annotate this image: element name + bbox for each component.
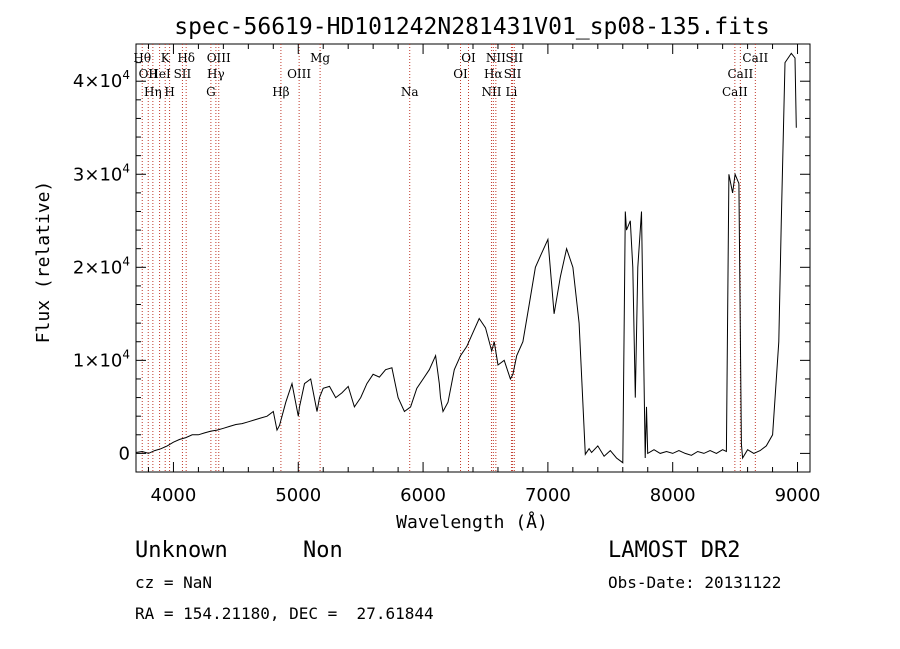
line-label: Hα bbox=[484, 67, 503, 81]
x-tick-label: 9000 bbox=[775, 485, 821, 506]
line-label: NII bbox=[481, 85, 501, 99]
line-label: Hγ bbox=[207, 67, 225, 81]
y-axis-label: Flux (relative) bbox=[33, 181, 54, 344]
line-label: H bbox=[164, 85, 174, 99]
y-tick-label: 3×104 bbox=[73, 161, 130, 185]
y-tick-label: 1×104 bbox=[73, 347, 130, 371]
spectral-line-markers bbox=[141, 44, 756, 472]
y-tick-label: 2×104 bbox=[73, 254, 130, 278]
line-label: G bbox=[206, 85, 216, 99]
line-label: CaII bbox=[727, 67, 753, 81]
object-subclass: Non bbox=[303, 538, 343, 563]
spectrum-chart: spec-56619-HD101242N281431V01_sp08-135.f… bbox=[33, 14, 821, 533]
line-label: OIII bbox=[287, 67, 311, 81]
spectrum-line bbox=[135, 52, 797, 464]
line-label: NII bbox=[486, 51, 506, 65]
line-label: Li bbox=[506, 85, 518, 99]
redshift-cz: cz = NaN bbox=[135, 573, 213, 592]
x-tick-label: 7000 bbox=[525, 485, 571, 506]
spectral-line-labels: HθOIIHηHeIKHSIIHδGHγOIIIHβOIIIMgNaOIOINI… bbox=[133, 51, 768, 99]
line-label: Hδ bbox=[177, 51, 195, 65]
line-label: CaII bbox=[722, 85, 748, 99]
object-class: Unknown bbox=[135, 538, 228, 563]
y-tick-label: 4×104 bbox=[73, 68, 130, 92]
line-label: CaII bbox=[742, 51, 768, 65]
line-label: Hβ bbox=[272, 85, 289, 99]
line-label: Hη bbox=[144, 85, 162, 99]
x-axis-label: Wavelength (Å) bbox=[396, 511, 548, 533]
line-label: OII bbox=[139, 67, 159, 81]
y-tick-label: 0 bbox=[119, 443, 130, 464]
survey-name: LAMOST DR2 bbox=[608, 538, 741, 563]
line-label: OI bbox=[453, 67, 468, 81]
line-label: Na bbox=[401, 85, 419, 99]
plot-frame bbox=[135, 43, 811, 473]
line-label: Mg bbox=[310, 51, 330, 65]
line-label: OI bbox=[461, 51, 476, 65]
line-label: Hθ bbox=[133, 51, 151, 65]
chart-title: spec-56619-HD101242N281431V01_sp08-135.f… bbox=[174, 14, 769, 40]
coordinates: RA = 154.21180, DEC = 27.61844 bbox=[135, 604, 434, 623]
line-label: SII bbox=[174, 67, 192, 81]
observation-date: Obs-Date: 20131122 bbox=[608, 573, 782, 592]
x-tick-label: 8000 bbox=[650, 485, 696, 506]
y-axis-ticks: 0 1×104 2×104 3×104 4×104 bbox=[73, 62, 810, 464]
x-tick-label: 4000 bbox=[151, 485, 197, 506]
line-label: OIII bbox=[207, 51, 231, 65]
x-axis-ticks: 4000 5000 6000 7000 8000 9000 bbox=[147, 44, 821, 506]
line-label: HeI bbox=[148, 67, 171, 81]
x-tick-label: 5000 bbox=[275, 485, 321, 506]
line-label: SII bbox=[505, 51, 523, 65]
line-label: SII bbox=[504, 67, 522, 81]
x-tick-label: 6000 bbox=[400, 485, 446, 506]
line-label: K bbox=[161, 51, 171, 65]
